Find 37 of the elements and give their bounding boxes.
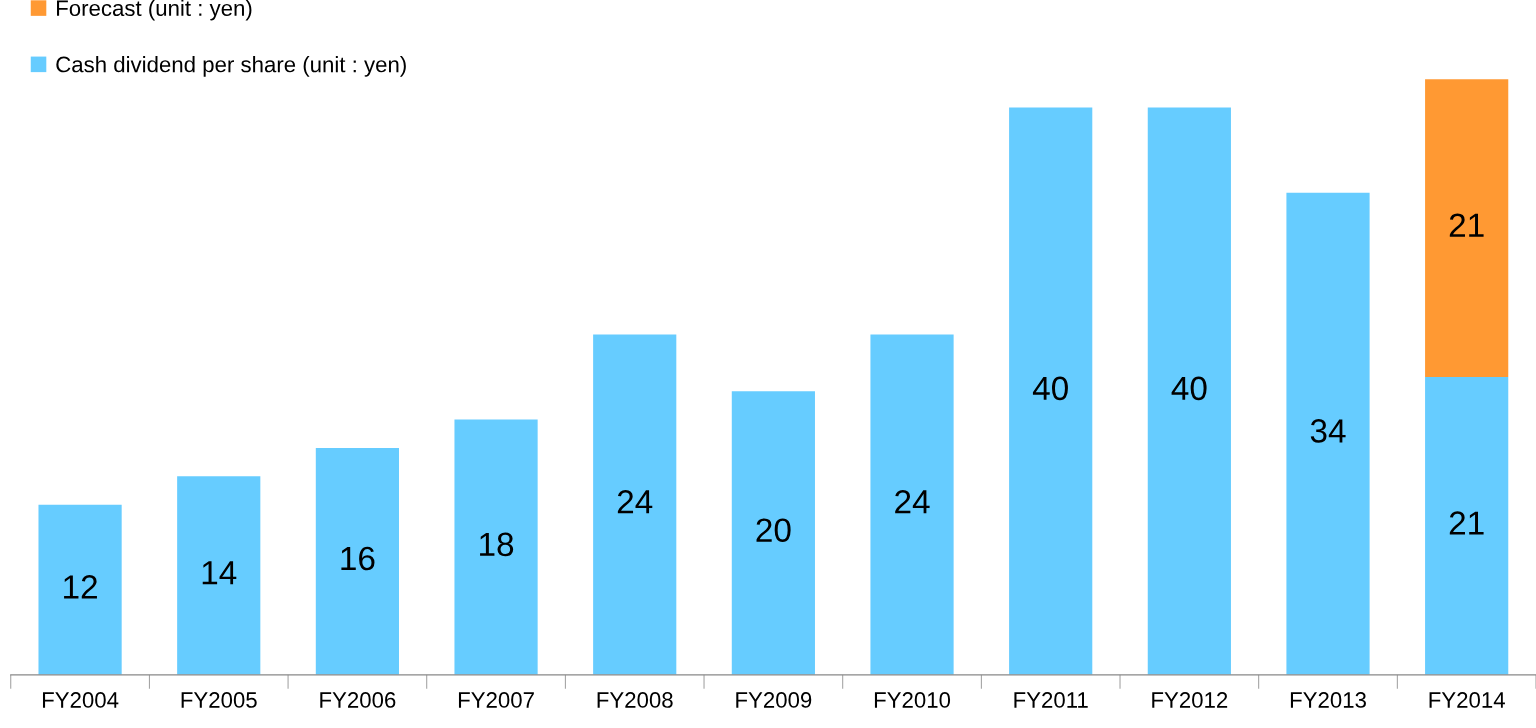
bar [1425, 79, 1509, 378]
bar [1147, 107, 1231, 675]
data-label: 12 [64, 575, 97, 599]
data-label: 34 [1310, 419, 1346, 443]
x-tick-label: FY2007 [458, 692, 534, 708]
bar [1009, 107, 1093, 675]
bar [1425, 377, 1509, 675]
legend-label: Forecast (unit : yen) [57, 0, 252, 21]
data-label: 40 [1171, 376, 1207, 401]
bar [454, 419, 538, 675]
bar [870, 334, 954, 675]
x-tick-label: FY2006 [320, 692, 396, 708]
x-tick-label: FY2008 [597, 692, 673, 708]
data-label: 20 [756, 518, 791, 542]
x-tick-label: FY2009 [736, 692, 812, 708]
bar [315, 447, 399, 675]
data-label: 21 [1449, 213, 1484, 237]
bar [38, 504, 122, 675]
x-tick-label: FY2010 [874, 692, 951, 708]
data-label: 24 [895, 490, 930, 514]
data-label: 18 [480, 532, 514, 557]
data-label: 16 [341, 546, 375, 571]
data-label: 24 [617, 490, 653, 514]
x-tick-label: FY2011 [1014, 692, 1088, 708]
data-label: 21 [1449, 511, 1484, 535]
x-tick-label: FY2012 [1152, 692, 1228, 708]
legend-label: Cash dividend per share (unit : yen) [56, 56, 406, 77]
x-tick-label: FY2005 [181, 692, 257, 708]
x-tick-label: FY2013 [1290, 692, 1366, 708]
data-label: 40 [1032, 376, 1068, 401]
bar [1286, 192, 1370, 675]
bar [731, 391, 815, 675]
bar [177, 476, 261, 675]
bar [593, 334, 677, 675]
data-label: 14 [202, 561, 237, 585]
x-tick-label: FY2004 [42, 692, 119, 708]
x-tick-label: FY2014 [1429, 692, 1505, 708]
